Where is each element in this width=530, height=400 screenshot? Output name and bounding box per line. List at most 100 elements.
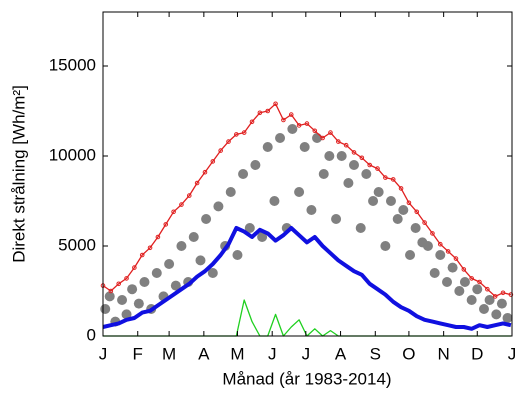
- scatter-point: [121, 309, 132, 320]
- line-marker: [155, 234, 161, 240]
- line-marker: [171, 209, 176, 215]
- y-tick-label: 10000: [49, 145, 96, 164]
- line-marker: [445, 249, 451, 254]
- scatter-point: [195, 255, 206, 266]
- x-tick-label: J: [268, 344, 277, 363]
- line-marker: [296, 123, 302, 128]
- line-marker: [343, 142, 349, 148]
- scatter-point: [491, 309, 502, 320]
- line-marker: [241, 130, 247, 135]
- scatter-point: [232, 250, 243, 260]
- x-tick-label: A: [198, 344, 210, 363]
- scatter-point: [466, 295, 477, 305]
- scatter-point: [429, 268, 440, 278]
- line-marker: [288, 112, 294, 117]
- line-marker: [139, 252, 145, 258]
- scatter-point: [299, 142, 310, 152]
- line-marker: [375, 166, 380, 171]
- line-marker: [257, 110, 263, 116]
- x-tick-label: D: [471, 344, 483, 363]
- scatter-point: [104, 291, 115, 302]
- scatter-point: [331, 214, 342, 224]
- line-marker: [500, 290, 506, 296]
- scatter-point: [170, 280, 181, 291]
- y-axis-label: Direkt strålning [Wh/m²]: [9, 85, 28, 263]
- scatter-point: [502, 313, 513, 323]
- line-marker: [461, 267, 467, 272]
- x-axis-label: Månad (år 1983-2014): [222, 369, 391, 388]
- line-marker: [304, 121, 310, 126]
- line-marker: [234, 132, 239, 137]
- line-marker: [398, 186, 404, 191]
- scatter-point: [250, 160, 261, 170]
- line-marker: [218, 148, 223, 153]
- line-marker: [281, 117, 286, 123]
- scatter-point: [213, 201, 224, 212]
- x-tick-label: J: [508, 344, 517, 363]
- line-marker: [147, 245, 153, 251]
- y-tick-label: 0: [87, 325, 96, 344]
- scatter-point: [262, 142, 273, 152]
- line-marker: [312, 128, 318, 134]
- scatter-point: [287, 124, 298, 134]
- scatter-point: [496, 298, 507, 309]
- line-marker: [469, 276, 474, 281]
- scatter-point: [355, 223, 366, 233]
- scatter-point: [380, 241, 391, 251]
- scatter-point: [343, 178, 354, 188]
- scatter-point: [244, 223, 255, 233]
- line-marker: [492, 294, 498, 299]
- scatter-point: [151, 268, 162, 278]
- x-tick-label: F: [133, 344, 143, 363]
- line-marker: [265, 108, 271, 114]
- line-marker: [477, 279, 482, 285]
- line-marker: [108, 288, 114, 294]
- line: [102, 103, 512, 298]
- scatter-point: [398, 205, 409, 215]
- y-tick-label: 15000: [49, 55, 96, 74]
- plot-frame: [102, 11, 513, 337]
- line-marker: [163, 222, 169, 227]
- line-marker: [336, 139, 341, 144]
- line-marker: [124, 276, 129, 281]
- line-marker: [390, 177, 396, 182]
- scatter-point: [238, 169, 249, 179]
- line-marker: [453, 256, 459, 261]
- x-tick-label: A: [335, 344, 347, 363]
- scatter-point: [442, 277, 453, 287]
- scatter-point: [410, 223, 421, 233]
- scatter-point: [164, 259, 175, 269]
- scatter-point: [422, 241, 433, 251]
- scatter-point: [385, 196, 396, 206]
- line-marker: [194, 180, 200, 186]
- x-tick-label: S: [370, 344, 381, 363]
- line-marker: [430, 231, 435, 236]
- line-marker: [226, 139, 231, 144]
- line-marker: [437, 241, 443, 247]
- line-marker: [367, 162, 372, 168]
- scatter-point: [336, 151, 347, 161]
- line-marker: [508, 292, 514, 297]
- line-marker: [320, 135, 325, 141]
- scatter-point: [176, 241, 187, 251]
- y-tick-label: 5000: [58, 235, 96, 254]
- scatter-point: [207, 268, 218, 278]
- line-marker: [132, 265, 137, 270]
- line-marker: [383, 175, 388, 180]
- scatter-point: [368, 196, 379, 206]
- scatter-point: [117, 295, 128, 305]
- scatter-point: [435, 250, 446, 260]
- line-marker: [422, 220, 427, 225]
- plot-area: [103, 12, 512, 336]
- scatter-point: [459, 277, 470, 287]
- x-tick-label: N: [438, 344, 450, 363]
- line-marker: [359, 155, 365, 161]
- line-marker: [116, 281, 121, 287]
- line-marker: [186, 193, 192, 198]
- scatter-point: [392, 214, 403, 224]
- scatter-point: [269, 196, 280, 206]
- x-tick-label: O: [402, 344, 415, 363]
- scatter-point: [201, 214, 212, 224]
- scatter-point: [373, 187, 384, 197]
